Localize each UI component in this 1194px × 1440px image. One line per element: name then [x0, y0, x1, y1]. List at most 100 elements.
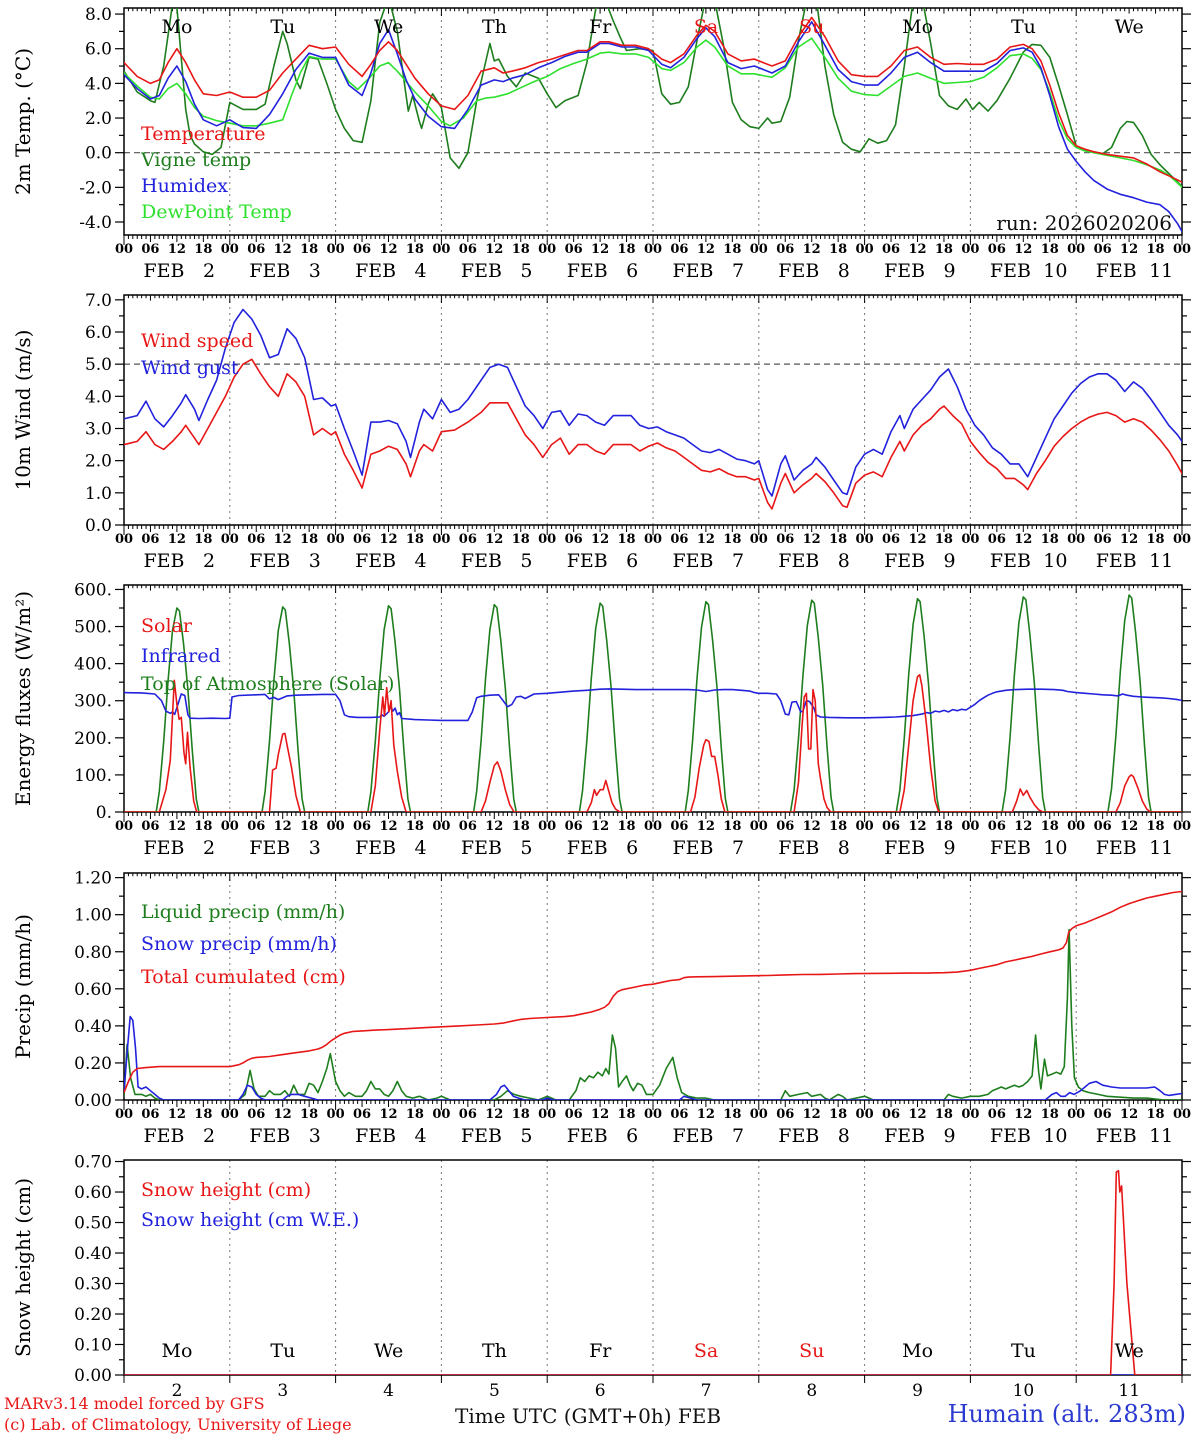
svg-text:12: 12: [379, 242, 397, 257]
svg-text:12: 12: [803, 1107, 821, 1122]
svg-text:12: 12: [908, 1107, 926, 1122]
svg-text:06: 06: [247, 242, 265, 257]
svg-text:1.20: 1.20: [74, 869, 112, 889]
svg-text:12: 12: [1014, 242, 1032, 257]
svg-text:12: 12: [274, 819, 292, 834]
svg-text:00: 00: [856, 242, 874, 257]
svg-text:6: 6: [626, 1125, 638, 1147]
svg-text:18: 18: [300, 532, 318, 547]
svg-text:8: 8: [838, 1125, 850, 1147]
svg-text:00: 00: [644, 1107, 662, 1122]
svg-text:12: 12: [1120, 1107, 1138, 1122]
svg-text:6.0: 6.0: [85, 323, 112, 343]
svg-text:9: 9: [912, 1381, 923, 1401]
svg-text:FEB: FEB: [672, 260, 713, 282]
svg-text:18: 18: [406, 242, 424, 257]
svg-text:We: We: [1115, 1340, 1144, 1362]
svg-text:00: 00: [961, 1107, 979, 1122]
svg-text:FEB: FEB: [567, 260, 608, 282]
svg-text:12: 12: [1120, 532, 1138, 547]
svg-text:9: 9: [944, 260, 956, 282]
svg-text:FEB: FEB: [884, 550, 925, 572]
svg-text:3: 3: [309, 837, 321, 859]
svg-text:06: 06: [247, 819, 265, 834]
svg-text:10m Wind (m/s): 10m Wind (m/s): [11, 330, 35, 491]
svg-text:FEB: FEB: [990, 260, 1031, 282]
svg-text:18: 18: [512, 1107, 530, 1122]
svg-text:7: 7: [701, 1381, 712, 1401]
svg-text:Wind gust: Wind gust: [141, 357, 239, 379]
svg-text:12: 12: [379, 819, 397, 834]
svg-text:18: 18: [935, 532, 953, 547]
svg-text:Snow height (cm): Snow height (cm): [11, 1178, 35, 1357]
svg-text:06: 06: [1094, 242, 1112, 257]
svg-text:Solar: Solar: [141, 615, 193, 637]
svg-text:300.: 300.: [74, 692, 112, 712]
svg-text:0.0: 0.0: [85, 516, 112, 536]
svg-text:06: 06: [141, 532, 159, 547]
svg-text:11: 11: [1118, 1381, 1140, 1401]
svg-text:12: 12: [591, 242, 609, 257]
svg-text:FEB: FEB: [355, 1125, 396, 1147]
svg-text:00: 00: [327, 242, 345, 257]
svg-text:00: 00: [221, 532, 239, 547]
svg-text:18: 18: [1041, 1107, 1059, 1122]
svg-text:12: 12: [908, 819, 926, 834]
svg-text:FEB: FEB: [990, 837, 1031, 859]
svg-text:18: 18: [300, 819, 318, 834]
svg-text:00: 00: [1067, 532, 1085, 547]
svg-text:06: 06: [882, 1107, 900, 1122]
svg-text:18: 18: [829, 819, 847, 834]
svg-text:FEB: FEB: [884, 260, 925, 282]
svg-text:FEB: FEB: [143, 1125, 184, 1147]
svg-text:FEB: FEB: [1096, 1125, 1137, 1147]
svg-text:-2.0: -2.0: [79, 178, 112, 198]
svg-text:12: 12: [1014, 1107, 1032, 1122]
svg-text:Tu: Tu: [270, 1340, 295, 1362]
svg-text:4: 4: [383, 1381, 394, 1401]
svg-text:00: 00: [115, 532, 133, 547]
svg-text:18: 18: [935, 242, 953, 257]
svg-text:7.0: 7.0: [85, 291, 112, 311]
svg-text:500.: 500.: [74, 618, 112, 638]
svg-text:18: 18: [512, 532, 530, 547]
svg-text:00: 00: [115, 819, 133, 834]
svg-text:06: 06: [988, 532, 1006, 547]
svg-text:18: 18: [512, 819, 530, 834]
svg-text:06: 06: [353, 242, 371, 257]
svg-text:06: 06: [459, 819, 477, 834]
svg-text:FEB: FEB: [143, 550, 184, 572]
svg-text:18: 18: [512, 242, 530, 257]
svg-text:18: 18: [406, 1107, 424, 1122]
svg-text:Mo: Mo: [162, 1340, 193, 1362]
svg-text:3: 3: [277, 1381, 288, 1401]
svg-text:0.10: 0.10: [74, 1336, 112, 1356]
svg-text:12: 12: [803, 242, 821, 257]
svg-text:00: 00: [644, 242, 662, 257]
svg-text:0.20: 0.20: [74, 1305, 112, 1325]
svg-text:Fr: Fr: [589, 1340, 612, 1362]
svg-text:2: 2: [203, 1125, 215, 1147]
svg-text:06: 06: [247, 532, 265, 547]
svg-text:Infrared: Infrared: [141, 645, 221, 667]
svg-text:0.00: 0.00: [74, 1366, 112, 1386]
svg-text:2.0: 2.0: [85, 452, 112, 472]
svg-text:00: 00: [750, 819, 768, 834]
svg-text:00: 00: [1173, 532, 1191, 547]
svg-text:FEB: FEB: [778, 260, 819, 282]
svg-text:FEB: FEB: [567, 837, 608, 859]
svg-text:FEB: FEB: [1096, 837, 1137, 859]
svg-text:18: 18: [406, 819, 424, 834]
svg-text:18: 18: [829, 242, 847, 257]
svg-text:0.50: 0.50: [74, 1214, 112, 1234]
svg-text:0.70: 0.70: [74, 1153, 112, 1173]
svg-text:12: 12: [485, 819, 503, 834]
svg-text:06: 06: [988, 1107, 1006, 1122]
svg-text:FEB: FEB: [778, 550, 819, 572]
svg-text:Sa: Sa: [694, 1340, 718, 1362]
svg-text:Tu: Tu: [270, 16, 295, 38]
svg-text:06: 06: [459, 532, 477, 547]
svg-text:FEB: FEB: [249, 260, 290, 282]
svg-text:Tu: Tu: [1011, 16, 1036, 38]
